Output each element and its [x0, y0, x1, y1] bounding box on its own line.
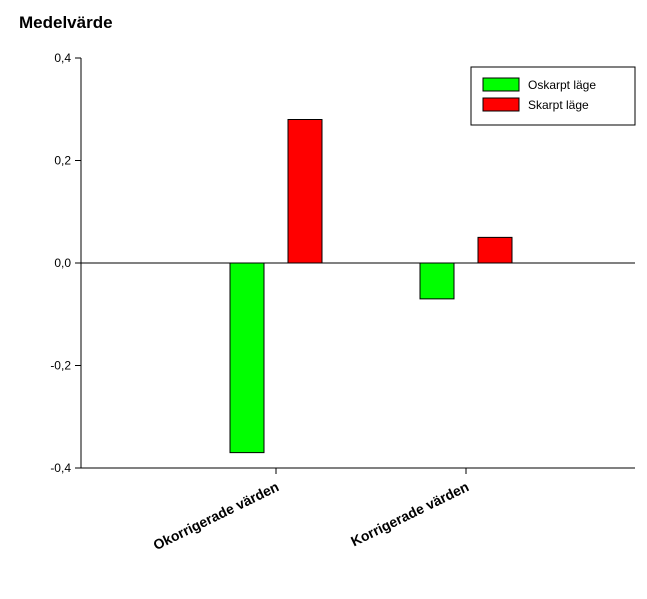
y-tick-label-4: -0,4	[50, 461, 71, 475]
legend-swatch-1	[482, 97, 520, 112]
legend: Oskarpt läge Skarpt läge	[470, 66, 636, 126]
legend-label-1: Skarpt läge	[528, 98, 589, 112]
bar-oskarpt-0	[229, 262, 265, 454]
chart-title: Medelvärde	[19, 13, 113, 32]
legend-swatch-0	[482, 77, 520, 92]
bars	[229, 119, 513, 454]
y-tick-label-2: 0,0	[54, 256, 71, 270]
bar-oskarpt-1	[419, 262, 455, 300]
x-category-label-0: Okorrigerade värden	[151, 478, 282, 553]
y-tick-label-3: -0,2	[50, 359, 71, 373]
x-category-label-1: Korrigerade värden	[348, 478, 471, 549]
y-tick-label-0: 0,4	[54, 51, 71, 65]
legend-label-0: Oskarpt läge	[528, 78, 596, 92]
bar-skarpt-1	[477, 236, 513, 264]
bar-skarpt-0	[287, 119, 323, 264]
legend-box	[470, 66, 636, 126]
y-tick-label-1: 0,2	[54, 154, 71, 168]
